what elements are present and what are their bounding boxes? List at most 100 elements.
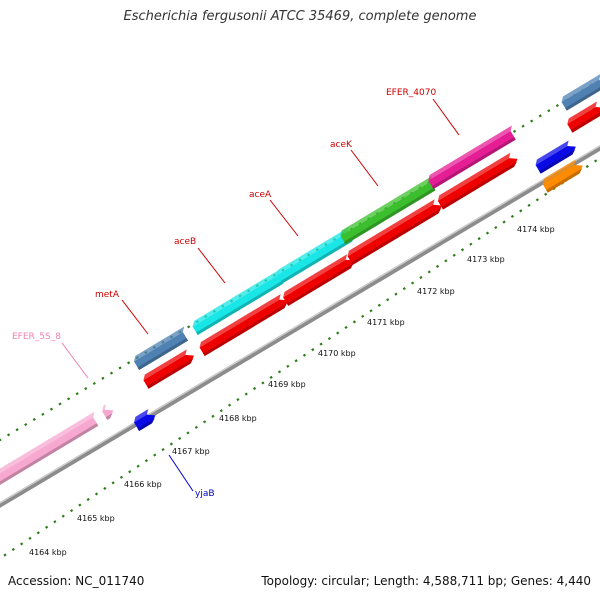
gene-block-yjaB [133,409,156,431]
tick-dot [15,428,19,432]
gene-label-aceB: aceB [174,237,196,247]
tick-dot [58,402,62,406]
tick-dot [118,366,122,370]
tick-dot [427,270,431,274]
feature-tracks [0,73,600,493]
gene-labels: EFER_5S_8 metA aceB aceA aceK EFER_4070 yjaB [12,88,436,499]
gene-block-aceA [277,227,353,284]
tick-dot [361,314,365,318]
tick-dot [11,547,15,552]
tick-dot [144,459,149,463]
gene-label-aceK: aceK [330,140,353,150]
tick-dot [538,114,542,118]
tick-dot [227,403,232,407]
tick-dot [244,392,248,396]
leader-metA [121,299,149,335]
tick-dot [419,275,423,280]
cds-block-3 [283,254,355,306]
tick-dot [186,431,190,435]
tick-dot [530,119,534,123]
tick-dot [494,225,498,230]
kbp-tick-label: 4171 kbp [367,318,405,327]
tick-dot [92,381,96,385]
map-title: Escherichia fergusonii ATCC 35469, compl… [123,9,477,24]
tick-dot [236,398,240,402]
tick-dot [302,353,307,357]
tick-dot [101,376,105,380]
tick-dot [49,407,54,411]
tick-dot [286,364,290,368]
kbp-tick-label: 4173 kbp [467,255,505,264]
gene-label-metA: metA [95,290,120,300]
tick-dot [527,203,531,207]
partial-gene-block [561,73,600,111]
gene-block-EFER_4070 [428,125,516,190]
tick-dot [502,220,506,224]
cds-block-2 [199,294,288,357]
tick-dot [219,409,223,413]
scale-tick-labels: 4164 kbp 4165 kbp 4166 kbp 4167 kbp 4168 kbp… [29,225,555,557]
tick-dot [78,503,82,507]
tick-dot [94,492,99,496]
tick-dot [109,371,114,375]
kbp-tick-label: 4168 kbp [219,414,257,423]
backbone-line [0,145,600,508]
tick-dot [377,303,381,307]
tick-dot [203,420,207,424]
tick-dot [187,325,191,329]
tick-dot [547,109,551,113]
tick-dot [336,331,340,335]
tick-dot [84,386,88,391]
tick-dot [269,375,273,379]
gene-block-aceK [340,176,436,245]
tick-dot [211,414,215,418]
leader-EFER_5S_8 [61,342,89,379]
tick-dot [28,536,32,540]
cds-block-1 [143,349,195,389]
tick-dot [69,509,74,513]
label-leaders [61,98,460,492]
kbp-tick-label: 4172 kbp [417,287,455,296]
tick-dot [169,442,173,446]
tick-dot [469,242,473,246]
gene-label-EFER_5S_8: EFER_5S_8 [12,332,61,342]
tick-dot [402,287,406,291]
tick-dot [178,436,182,441]
tick-dot [24,423,28,427]
tick-dot [41,412,45,416]
tick-dot [519,209,523,213]
genome-backbone [0,145,600,508]
tick-dot [153,453,157,457]
tick-dot [294,359,298,363]
cds-block-blue [535,140,576,174]
tick-dot [593,159,598,163]
tick-dot [585,164,589,169]
tick-dot [261,381,265,385]
tick-dot [86,497,90,502]
leader-EFER_4070 [432,98,460,136]
tick-dot [510,214,515,219]
tick-dot [485,231,490,235]
tick-dot [44,525,49,529]
cds-block-5 [437,152,518,210]
tick-dot [352,320,356,324]
tick-dot [36,531,40,535]
backbone-highlight [0,145,600,504]
cds-block-4 [347,199,442,265]
tick-dot [435,264,440,268]
accession-label: Accession: NC_011740 [8,574,145,588]
leader-yjaB [168,454,194,492]
cds-block-6 [567,101,600,133]
tick-dot [136,464,140,468]
tick-dot [410,281,415,285]
tick-dot [119,475,124,479]
gene-arrow-EFER_5S_8 [102,404,114,420]
tick-dot [535,198,539,202]
tick-dot [111,481,115,485]
cds-block-orange [542,159,583,193]
leader-aceB [197,247,226,284]
tick-dot [512,129,517,133]
kbp-tick-label: 4165 kbp [77,514,115,523]
tick-dot [344,325,348,330]
tick-dot [127,361,131,365]
